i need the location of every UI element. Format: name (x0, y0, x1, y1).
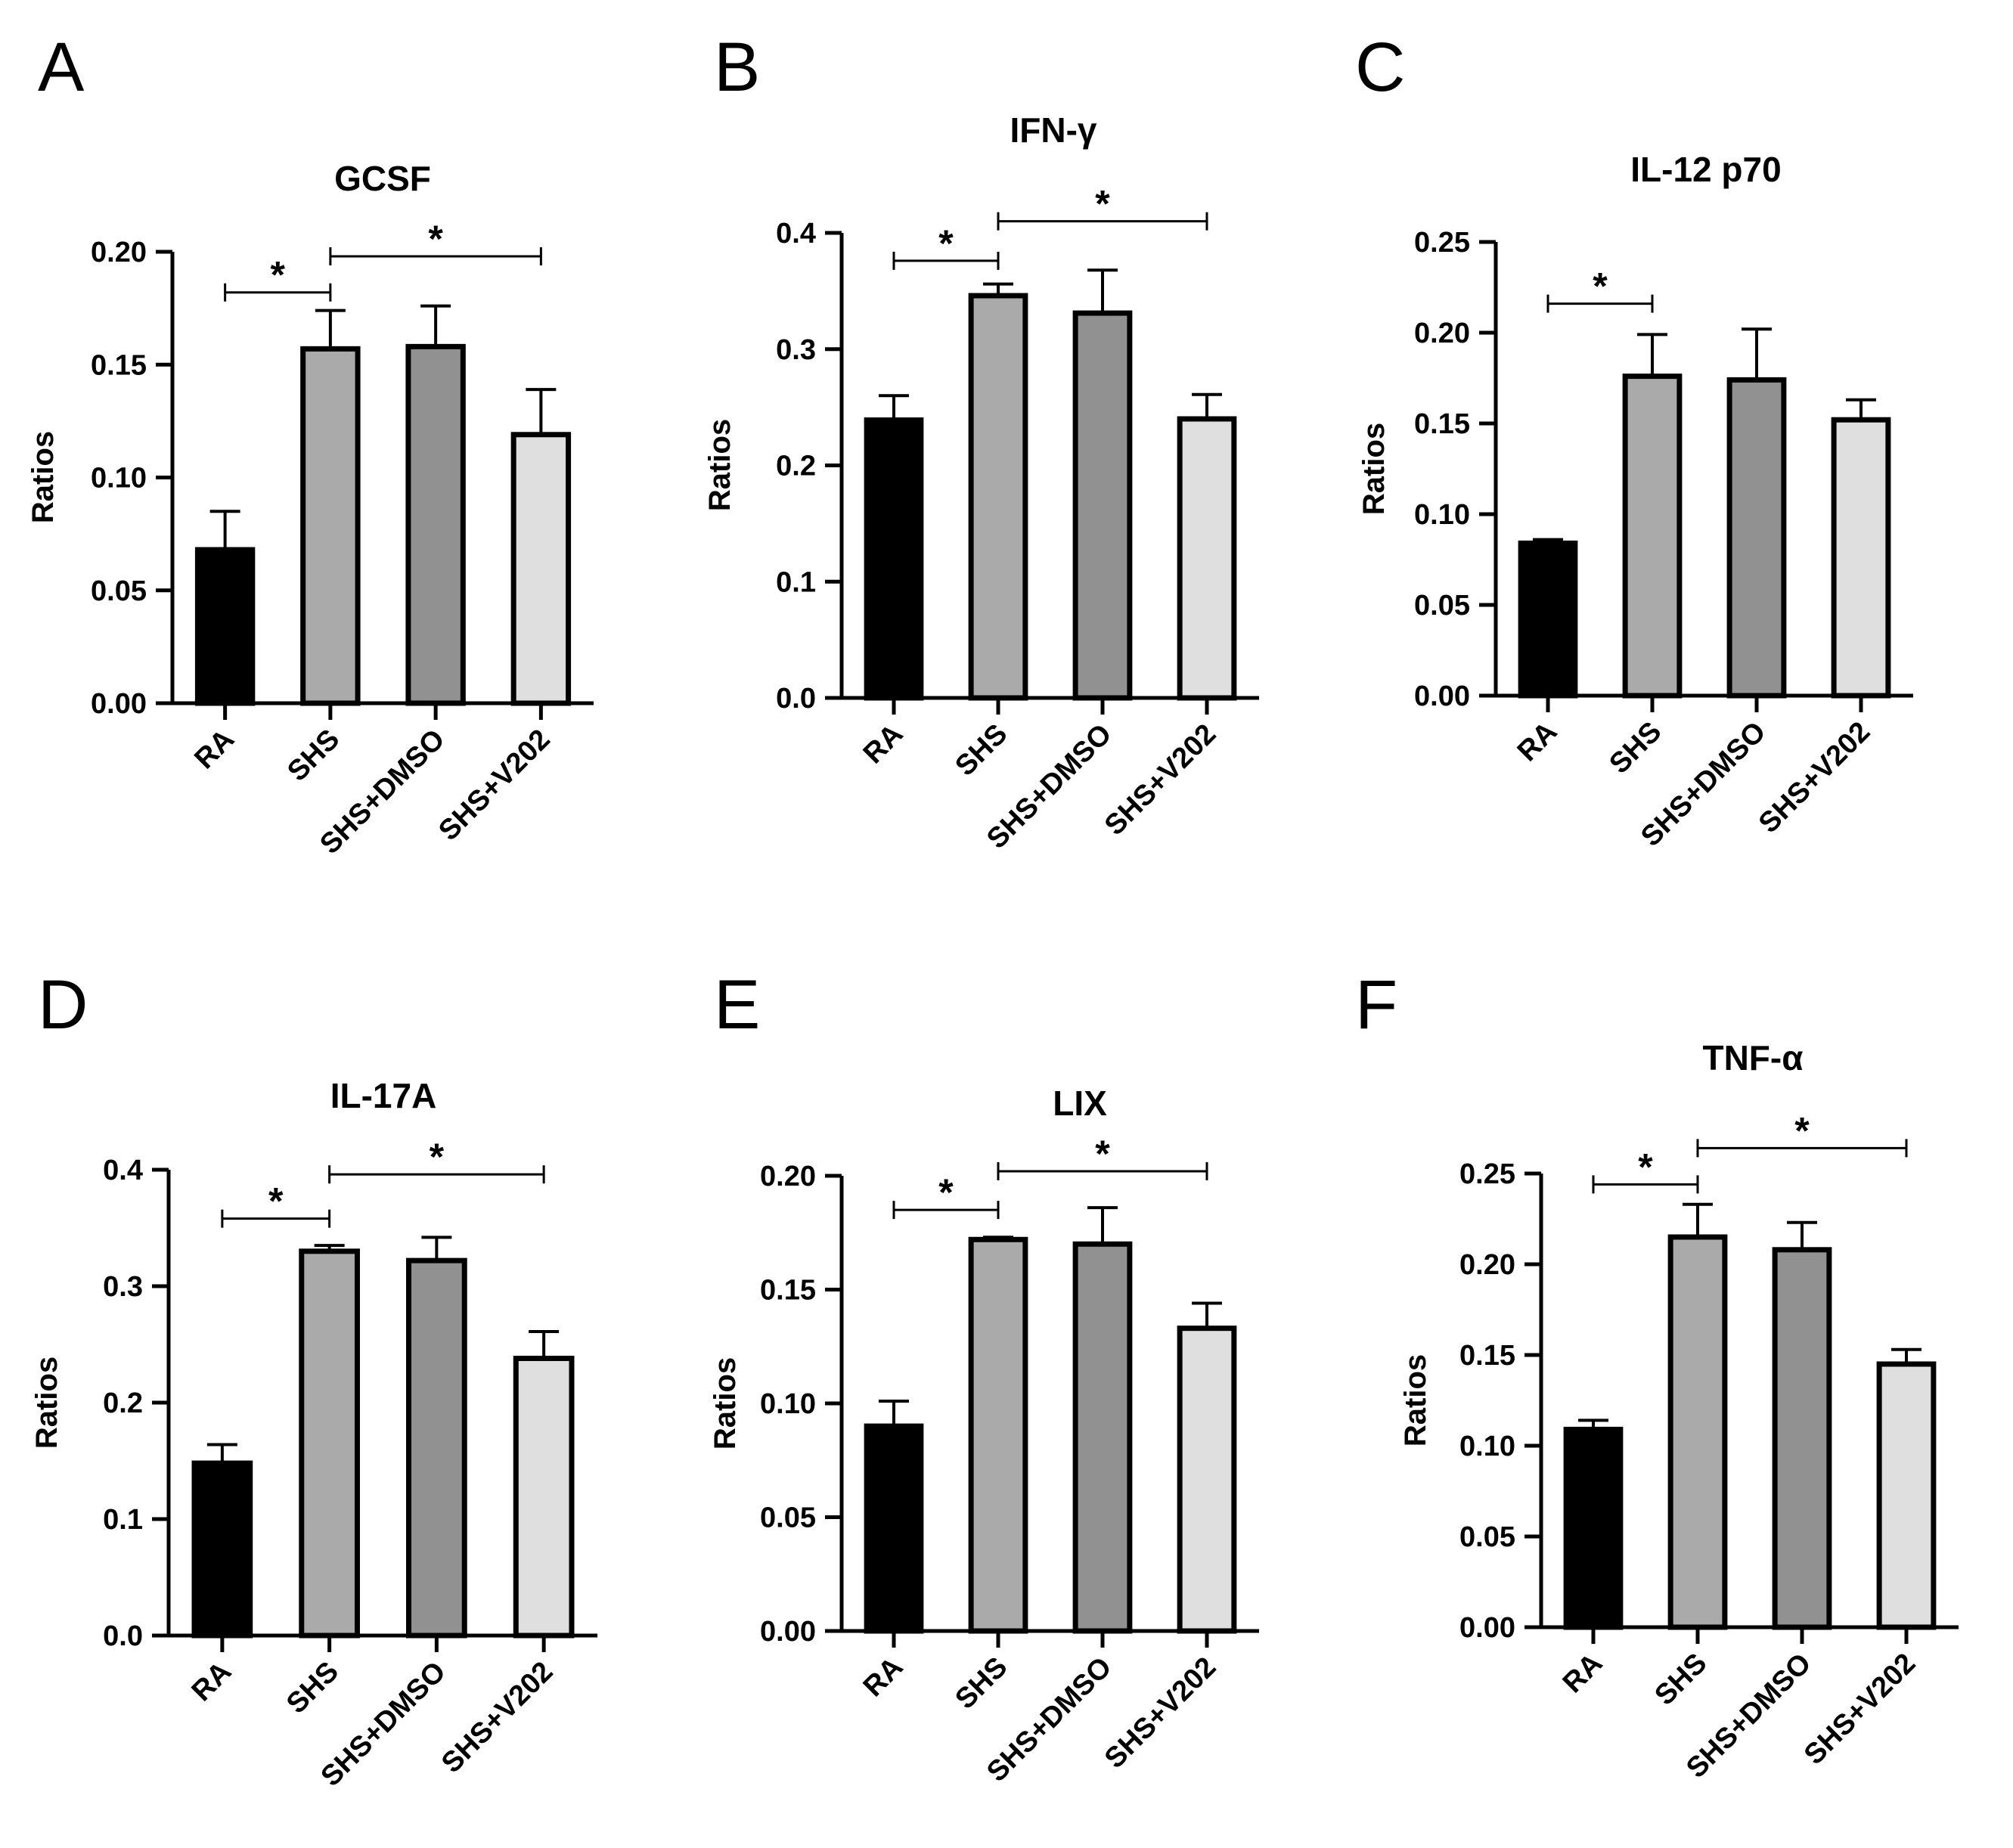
significance-star: * (938, 1171, 954, 1214)
y-tick-label: 0.00 (1459, 1612, 1515, 1644)
y-tick-label: 0.15 (1414, 408, 1470, 440)
panel-d: D IL-17A Ratios 0.00.10.20.30.4RA SHSSHS+… (30, 966, 597, 1793)
bar (1072, 1241, 1133, 1634)
y-tick-label: 0.20 (1459, 1249, 1515, 1281)
y-tick-label: 0.2 (776, 451, 816, 482)
significance-star: * (938, 222, 954, 265)
significance-star: * (271, 254, 286, 296)
significance-star: * (1794, 1109, 1810, 1152)
panel-letter: D (38, 966, 88, 1043)
chart-title: TNF-α (1702, 1038, 1803, 1077)
y-tick-label: 0.00 (1414, 681, 1470, 712)
y-tick-label: 0.15 (91, 349, 147, 381)
bar (1177, 416, 1237, 701)
y-tick-label: 0.0 (103, 1620, 143, 1652)
y-tick-label: 0.10 (760, 1388, 816, 1420)
significance-star: * (1095, 183, 1110, 225)
bar (300, 346, 361, 706)
bar (1831, 417, 1891, 699)
chart-title: IL-12 p70 (1630, 150, 1781, 189)
panel-letter: E (714, 966, 760, 1043)
bar (299, 1248, 360, 1639)
y-tick-label: 0.25 (1459, 1158, 1515, 1190)
significance-star: * (1095, 1133, 1110, 1175)
bar (968, 1236, 1028, 1634)
y-tick-label: 0.4 (776, 218, 816, 250)
chart-title: IFN-γ (1010, 110, 1097, 150)
y-tick-label: 0.20 (1414, 318, 1470, 349)
y-axis-label: Ratios (30, 1357, 64, 1449)
significance-star: * (428, 218, 443, 260)
y-tick-label: 0.3 (776, 334, 816, 366)
chart-title: GCSF (334, 159, 431, 198)
panel-letter: C (1355, 29, 1405, 106)
panel-letter: B (714, 29, 760, 106)
bar (194, 547, 256, 706)
y-tick-label: 0.05 (91, 575, 147, 607)
y-tick-label: 0.1 (103, 1504, 143, 1536)
y-axis-label: Ratios (709, 1357, 742, 1450)
y-tick-label: 0.2 (103, 1388, 143, 1419)
bar (513, 1355, 575, 1639)
bar (1622, 374, 1683, 699)
panel-letter: A (38, 29, 85, 106)
y-tick-label: 0.20 (91, 237, 147, 268)
significance-star: * (1593, 265, 1608, 308)
bar (864, 417, 924, 701)
significance-star: * (1638, 1146, 1653, 1188)
y-tick-label: 0.15 (760, 1275, 816, 1307)
bar (191, 1460, 253, 1639)
significance-star: * (268, 1180, 284, 1223)
significance-star: * (430, 1136, 445, 1178)
y-tick-label: 0.0 (776, 683, 816, 715)
y-axis-label: Ratios (26, 431, 60, 523)
y-tick-label: 0.05 (1414, 590, 1470, 622)
y-tick-label: 0.00 (760, 1616, 816, 1648)
y-axis-label: Ratios (1399, 1354, 1432, 1446)
y-tick-label: 0.25 (1414, 227, 1470, 259)
bar (1072, 310, 1133, 701)
bar (510, 432, 572, 706)
bar (1563, 1426, 1624, 1630)
y-tick-label: 0.4 (103, 1155, 143, 1186)
y-tick-label: 0.00 (91, 688, 147, 720)
bar (1772, 1247, 1832, 1630)
y-axis-label: Ratios (703, 419, 737, 511)
panel-letter: F (1355, 966, 1397, 1043)
y-axis-label: Ratios (1357, 423, 1391, 515)
y-tick-label: 0.1 (776, 566, 816, 598)
bar (1667, 1234, 1728, 1630)
y-tick-label: 0.10 (1414, 499, 1470, 531)
y-tick-label: 0.10 (91, 463, 147, 495)
y-tick-label: 0.10 (1459, 1431, 1515, 1462)
y-tick-label: 0.3 (103, 1271, 143, 1303)
y-tick-label: 0.20 (760, 1161, 816, 1192)
chart-title: IL-17A (330, 1076, 437, 1115)
y-tick-label: 0.05 (760, 1502, 816, 1534)
chart-title: LIX (1053, 1084, 1107, 1123)
bar (406, 1257, 467, 1639)
bar (864, 1423, 924, 1634)
y-tick-label: 0.05 (1459, 1521, 1515, 1553)
bar (1726, 377, 1787, 699)
y-tick-label: 0.15 (1459, 1340, 1515, 1372)
bar (1177, 1326, 1237, 1634)
bar (1876, 1361, 1937, 1630)
bar (968, 293, 1028, 701)
bar (405, 343, 466, 706)
bar (1518, 540, 1578, 699)
